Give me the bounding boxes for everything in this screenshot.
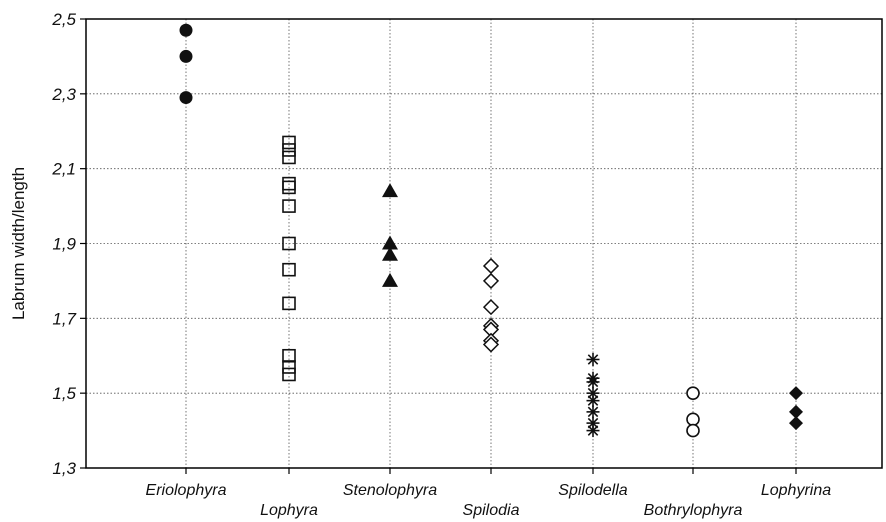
data-point xyxy=(789,416,803,431)
data-point xyxy=(282,199,296,213)
data-point xyxy=(282,150,296,165)
data-point xyxy=(282,236,296,251)
y-tick-label: 1,5 xyxy=(52,384,76,403)
x-tick-label: Bothrylophyra xyxy=(644,502,743,519)
y-axis-label: Labrum width/length xyxy=(9,167,28,320)
y-tick-label: 1,9 xyxy=(52,235,76,254)
y-tick-label: 2,3 xyxy=(51,85,76,104)
data-point xyxy=(282,367,296,382)
series-stenolophyra xyxy=(382,183,398,287)
series-spilodella xyxy=(586,352,600,438)
x-axis: Eriolophyra Lophyra Stenolophyra Spilodia Sp… xyxy=(146,468,831,519)
data-point xyxy=(686,423,700,438)
series-lophyrina xyxy=(789,386,803,431)
data-point xyxy=(586,405,600,419)
data-point xyxy=(586,424,600,438)
data-point xyxy=(482,336,500,353)
y-tick-label: 1,7 xyxy=(52,309,76,328)
x-tick-label: Lophyrina xyxy=(761,482,831,499)
data-point xyxy=(179,91,193,105)
grid-lines xyxy=(86,19,882,468)
asterisk-stroke xyxy=(587,425,599,436)
data-point xyxy=(586,416,600,430)
data-point xyxy=(482,272,500,289)
asterisk-stroke xyxy=(587,395,599,406)
y-tick-label: 2,5 xyxy=(51,10,76,29)
x-tick-label: Lophyra xyxy=(260,502,318,519)
asterisk-stroke xyxy=(587,417,599,429)
data-point xyxy=(282,143,296,157)
series-eriolophyra xyxy=(179,23,193,105)
data-point xyxy=(382,235,398,250)
data-point xyxy=(789,386,803,401)
data-point xyxy=(282,296,296,311)
x-tick-label: Spilodella xyxy=(558,482,627,499)
asterisk-stroke xyxy=(587,354,599,365)
data-point xyxy=(179,49,193,63)
y-axis: 1,3 1,5 1,7 1,9 2,1 2,3 2,5 xyxy=(51,10,86,478)
asterisk-stroke xyxy=(587,406,599,418)
data-point xyxy=(282,180,296,195)
data-point xyxy=(482,299,500,316)
asterisk-stroke xyxy=(587,387,599,399)
series-bothrylophyra xyxy=(686,386,700,438)
asterisk-stroke xyxy=(587,376,599,388)
x-tick-label: Stenolophyra xyxy=(343,482,437,499)
y-tick-label: 1,3 xyxy=(52,459,76,478)
data-point xyxy=(686,412,700,427)
data-point xyxy=(586,352,600,366)
x-tick-label: Eriolophyra xyxy=(146,482,227,499)
series-lophyra xyxy=(282,135,296,382)
data-point xyxy=(789,404,803,419)
data-point xyxy=(686,386,700,400)
series-spilodia xyxy=(482,257,500,353)
data-points xyxy=(179,23,803,438)
y-tick-label: 2,1 xyxy=(51,160,76,179)
data-point xyxy=(282,360,296,374)
data-point xyxy=(586,375,600,389)
data-point xyxy=(586,394,600,408)
data-point xyxy=(382,183,398,198)
data-point xyxy=(282,262,296,277)
data-point xyxy=(382,272,398,287)
data-point xyxy=(179,23,193,37)
data-point xyxy=(482,257,500,275)
x-tick-label: Spilodia xyxy=(463,502,520,519)
data-point xyxy=(282,135,296,150)
data-point xyxy=(382,246,398,261)
